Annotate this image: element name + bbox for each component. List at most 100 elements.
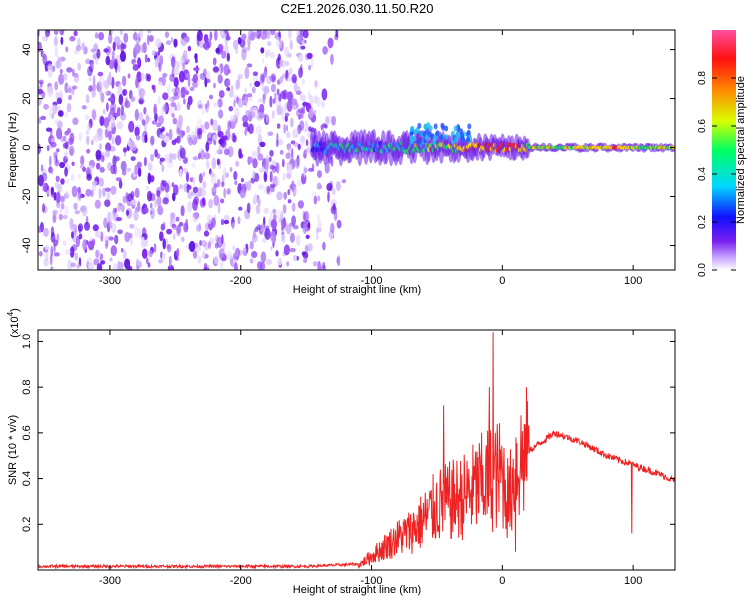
noise-blob	[317, 170, 322, 179]
noise-blob	[138, 227, 142, 237]
noise-blob	[191, 162, 196, 168]
noise-blob	[279, 58, 284, 67]
noise-blob	[69, 35, 76, 42]
noise-blob	[188, 240, 196, 253]
noise-blob	[180, 40, 187, 47]
noise-blob	[316, 96, 322, 107]
y-multiplier-exponent: 4	[6, 311, 15, 316]
bottom-y-tick-label: 0.2	[21, 517, 33, 532]
noise-blob	[99, 116, 105, 126]
noise-blob	[203, 68, 207, 77]
noise-blob	[130, 234, 133, 246]
noise-blob	[260, 47, 265, 54]
noise-blob	[233, 170, 238, 181]
noise-blob	[281, 158, 285, 168]
noise-blob	[202, 250, 206, 258]
noise-blob	[303, 211, 307, 222]
noise-blob	[239, 189, 246, 199]
noise-blob	[298, 54, 304, 62]
noise-blob	[262, 93, 266, 105]
noise-blob	[189, 86, 195, 92]
noise-blob	[116, 43, 121, 48]
noise-blob	[62, 135, 67, 142]
ridge-bulge	[467, 123, 472, 130]
noise-blob	[225, 35, 231, 41]
noise-blob	[285, 124, 289, 132]
noise-blob	[146, 190, 153, 202]
noise-blob	[201, 197, 206, 206]
noise-blob	[147, 172, 152, 185]
noise-blob	[269, 95, 273, 108]
noise-blob	[51, 113, 55, 119]
noise-blob	[244, 127, 247, 136]
noise-blob	[137, 201, 141, 212]
noise-blob	[306, 52, 313, 60]
noise-blob	[220, 219, 225, 226]
noise-blob	[202, 171, 206, 177]
noise-blob	[110, 164, 116, 175]
noise-blob	[307, 243, 313, 252]
noise-blob	[140, 72, 145, 81]
noise-blob	[331, 188, 336, 196]
noise-blob	[192, 186, 199, 193]
noise-blob	[276, 191, 283, 201]
noise-blob	[159, 55, 164, 66]
noise-blob	[291, 180, 295, 192]
noise-blob	[135, 77, 139, 89]
noise-blob	[192, 81, 199, 88]
noise-blob	[45, 127, 52, 132]
noise-blob	[68, 87, 72, 94]
noise-blob	[217, 130, 224, 138]
noise-blob	[108, 236, 114, 241]
noise-blob	[141, 119, 146, 126]
noise-blob	[330, 53, 334, 65]
noise-blob	[53, 151, 58, 158]
noise-blob	[95, 57, 99, 65]
noise-blob	[127, 139, 132, 147]
noise-blob	[122, 195, 127, 204]
noise-blob	[75, 45, 82, 52]
noise-blob	[110, 30, 113, 37]
noise-blob	[216, 236, 223, 248]
noise-blob	[153, 103, 157, 116]
noise-blob	[210, 171, 215, 178]
noise-blob	[116, 121, 124, 130]
noise-blob	[299, 94, 306, 102]
noise-blob	[238, 99, 241, 105]
noise-blob	[144, 43, 147, 53]
ridge-bulge	[433, 123, 438, 130]
noise-blob	[159, 133, 166, 140]
noise-blob	[317, 213, 320, 222]
noise-blob	[122, 43, 127, 50]
noise-blob	[267, 131, 274, 137]
noise-blob	[154, 198, 157, 208]
noise-blob	[87, 122, 92, 131]
noise-blob	[115, 135, 122, 146]
noise-blob	[212, 66, 219, 73]
noise-blob	[64, 130, 70, 136]
noise-blob	[241, 99, 245, 106]
noise-blob	[54, 46, 58, 58]
noise-blob	[122, 88, 128, 97]
top-x-tick-label: 100	[624, 275, 642, 287]
noise-blob	[285, 152, 291, 160]
noise-blob	[213, 183, 218, 189]
noise-blob	[283, 244, 290, 256]
noise-blob	[200, 240, 208, 247]
noise-blob	[297, 200, 304, 209]
noise-blob	[69, 132, 75, 144]
noise-blob	[233, 262, 238, 270]
noise-blob	[75, 235, 81, 248]
noise-blob	[99, 143, 102, 150]
noise-blob	[308, 64, 312, 71]
noise-blob	[192, 199, 198, 211]
noise-blob	[156, 123, 162, 128]
noise-blob	[72, 85, 78, 90]
noise-blob	[263, 30, 270, 36]
noise-blob	[158, 77, 163, 82]
noise-blob	[122, 169, 127, 176]
noise-blob	[172, 117, 178, 125]
noise-blob	[172, 233, 176, 240]
noise-blob	[276, 162, 280, 175]
colorbar-gradient	[712, 30, 736, 270]
